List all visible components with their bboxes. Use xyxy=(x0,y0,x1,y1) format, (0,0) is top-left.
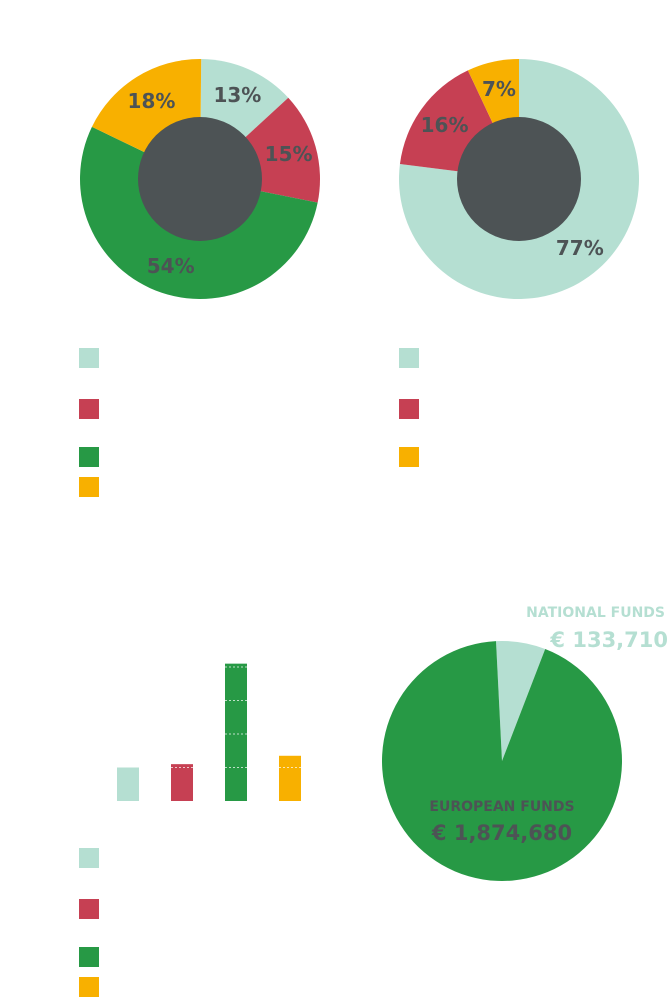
slice-label: 16% xyxy=(421,113,469,137)
european-funds-title: EUROPEAN FUNDS xyxy=(429,799,574,815)
legend-swatch-red xyxy=(79,399,99,419)
legend-swatch-green xyxy=(79,447,99,467)
legend-swatch-mint xyxy=(79,348,99,368)
legend-swatch-green xyxy=(79,947,99,967)
bar-mint xyxy=(117,767,139,801)
legend-swatch-yellow xyxy=(79,477,99,497)
bar-yellow xyxy=(279,755,301,801)
national-funds-amount: € 133,710 xyxy=(549,628,668,652)
slice-label: 13% xyxy=(213,83,261,107)
pie-slice-green xyxy=(382,641,623,882)
legend-swatch-red xyxy=(79,899,99,919)
funds-pie-chart xyxy=(382,641,623,882)
slice-label: 18% xyxy=(128,89,176,113)
slice-label: 15% xyxy=(265,142,313,166)
slice-label: 77% xyxy=(556,236,604,260)
bar-green xyxy=(225,663,247,801)
donut-chart-2: 77% 16% 7% xyxy=(398,59,640,300)
slice-label: 7% xyxy=(482,77,516,101)
legend-swatch-mint xyxy=(79,848,99,868)
legend-swatch-red xyxy=(399,399,419,419)
national-funds-title: NATIONAL FUNDS xyxy=(526,605,665,621)
slice-label: 54% xyxy=(147,254,195,278)
bar-chart xyxy=(117,663,301,801)
pie-slice-mint xyxy=(496,641,546,761)
donut-hole xyxy=(457,117,581,241)
legend-swatch-yellow xyxy=(399,447,419,467)
donut-chart-1: 13% 15% 54% 18% xyxy=(80,59,321,299)
donut-hole xyxy=(138,117,262,241)
european-funds-amount: € 1,874,680 xyxy=(431,821,572,845)
bar-red xyxy=(171,764,193,801)
legend-swatch-mint xyxy=(399,348,419,368)
legend-swatch-yellow xyxy=(79,977,99,997)
